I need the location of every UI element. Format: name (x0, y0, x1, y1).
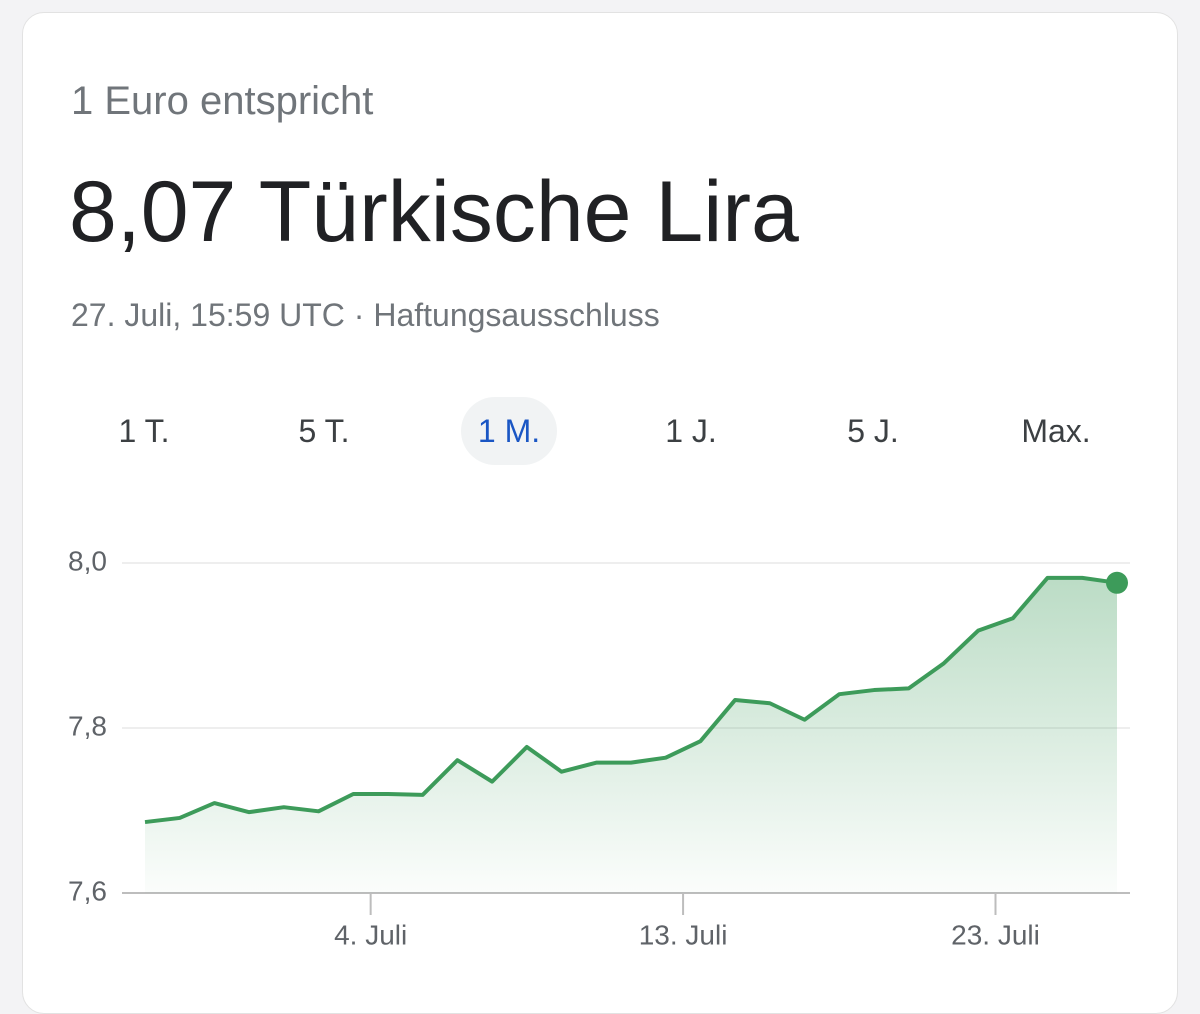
x-tick-label: 13. Juli (639, 919, 728, 950)
y-tick-label: 8,0 (68, 545, 107, 576)
range-button[interactable]: 5 T. (298, 413, 350, 449)
range-button[interactable]: Max. (1021, 413, 1091, 449)
disclaimer-link[interactable]: Haftungsausschluss (373, 297, 660, 333)
line (144, 575, 1118, 825)
subtitle: 27. Juli, 15:59 UTC · Haftungsausschluss (71, 297, 660, 334)
separator: · (353, 297, 365, 333)
timestamp: 27. Juli, 15:59 UTC (71, 297, 345, 333)
range-button[interactable]: 1 J. (665, 413, 717, 449)
rate: 8,07 Türkische Lira (69, 164, 799, 260)
label: 1 Euro entspricht (71, 79, 374, 123)
x-tick-label: 23. Juli (951, 919, 1040, 950)
x-tick-label: 4. Juli (334, 919, 407, 950)
y-tick-label: 7,8 (68, 710, 107, 741)
range-button[interactable]: 1 M. (461, 397, 557, 465)
page: 1 Euro entspricht 8,07 Türkische Lira 27… (22, 12, 1178, 1014)
area (145, 577, 1117, 893)
range-button[interactable]: 5 J. (847, 413, 899, 449)
range-button[interactable]: 1 T. (118, 413, 170, 449)
end-dot (1106, 571, 1128, 594)
chart: 7,6 7,8 8,0 4. Juli 13. Juli 23. Juli (68, 545, 1130, 950)
y-tick-label: 7,6 (68, 875, 107, 906)
